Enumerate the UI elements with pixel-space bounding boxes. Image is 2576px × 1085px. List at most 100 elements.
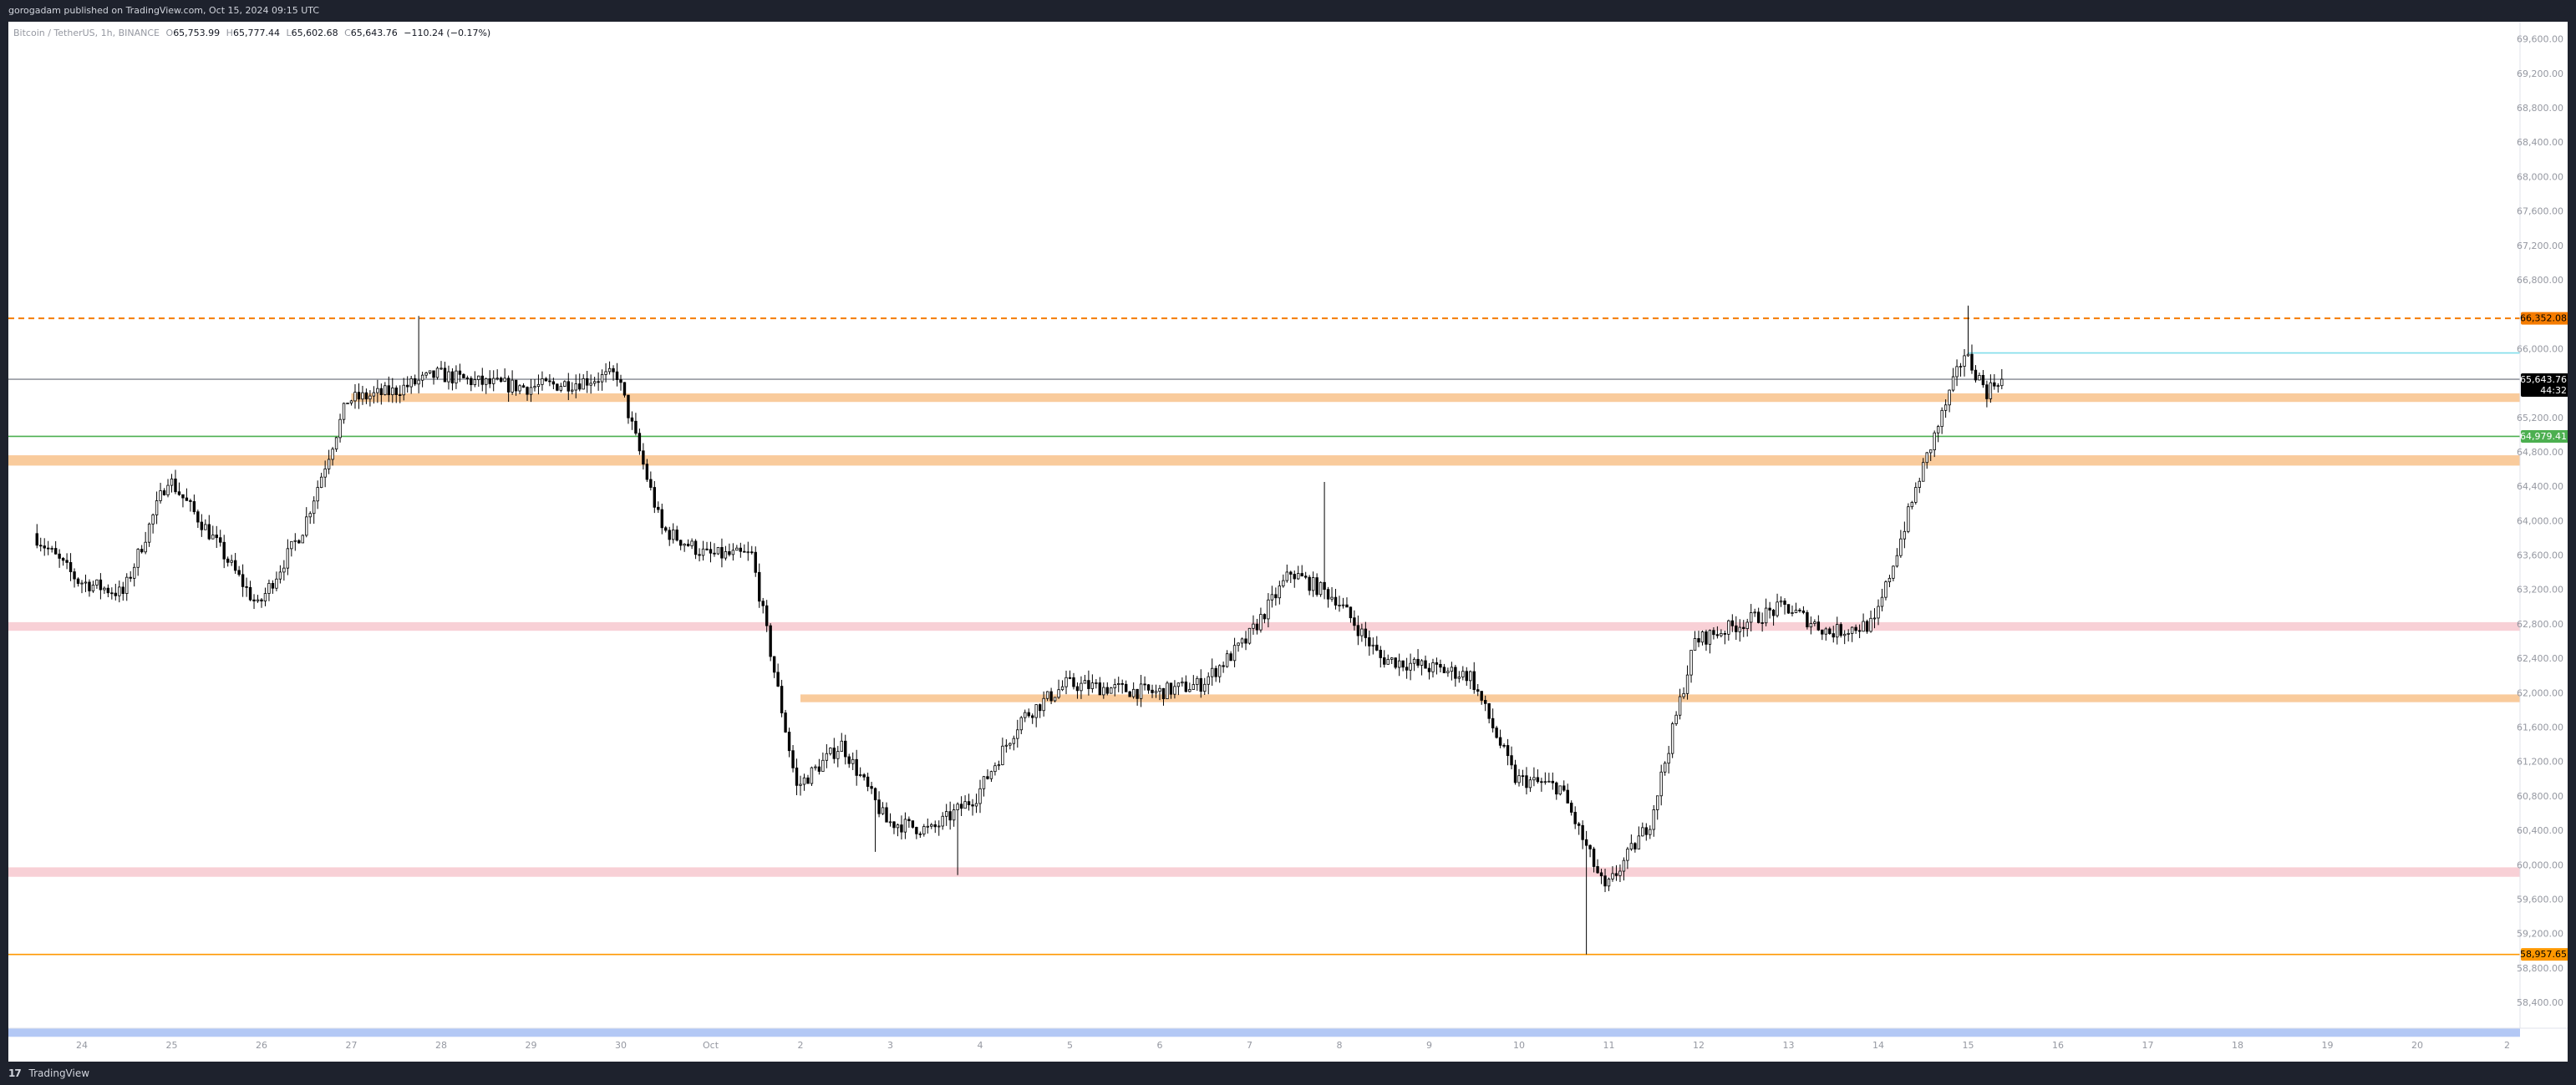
candle — [1237, 642, 1240, 652]
price-chart[interactable]: 69,600.00 69,200.00 68,800.00 68,400.00 68,0… — [8, 22, 2568, 1062]
candle-body — [750, 551, 754, 554]
candle — [521, 383, 526, 388]
candle — [698, 548, 701, 562]
candle — [1001, 738, 1004, 766]
candle — [982, 776, 986, 797]
candle-body — [1027, 712, 1030, 717]
candle — [1809, 616, 1813, 635]
candle — [1884, 580, 1888, 601]
candle — [761, 597, 765, 614]
candle — [462, 373, 465, 379]
candle — [263, 587, 267, 606]
candle-body — [1581, 824, 1584, 840]
candle-body — [402, 384, 405, 396]
candle — [1375, 636, 1379, 652]
candle-body — [1297, 573, 1300, 580]
candle — [1431, 658, 1435, 678]
candle-body — [69, 562, 73, 572]
candle — [1708, 629, 1712, 654]
candle — [888, 813, 892, 827]
candle-body — [1577, 823, 1581, 826]
candle — [511, 370, 514, 395]
candle — [308, 511, 312, 525]
candle-body — [607, 368, 612, 373]
candle-body — [394, 388, 398, 395]
zone-2[interactable] — [8, 621, 2520, 631]
candle-body — [1899, 538, 1903, 556]
candle — [1457, 671, 1461, 683]
candle-body — [181, 494, 185, 499]
candle-body — [1139, 683, 1143, 699]
candle-body — [1278, 586, 1282, 599]
candle — [1270, 586, 1274, 608]
candle-body — [1828, 628, 1832, 634]
candle — [1603, 869, 1607, 893]
candle — [293, 533, 297, 551]
candle — [323, 460, 327, 488]
candle — [600, 369, 604, 391]
candle — [53, 540, 58, 555]
candle-body — [1176, 682, 1181, 687]
zone-3[interactable] — [800, 694, 2520, 702]
candle — [746, 541, 749, 561]
candle-body — [185, 497, 189, 501]
chart-pane[interactable]: 69,600.00 69,200.00 68,800.00 68,400.00 68,0… — [8, 22, 2568, 1062]
candle-body — [1745, 621, 1749, 629]
candle-body — [1907, 506, 1910, 532]
candle — [155, 491, 159, 525]
candle-body — [944, 811, 948, 817]
time-tick-label: 29 — [526, 1040, 537, 1051]
candle — [1723, 630, 1727, 645]
candle-body — [1379, 650, 1382, 658]
candle-body — [1693, 638, 1697, 651]
zone-0[interactable] — [351, 393, 2521, 403]
candle-body — [1697, 638, 1700, 643]
candle — [1573, 806, 1577, 829]
candle — [1469, 670, 1472, 689]
candle — [1083, 675, 1087, 684]
candle — [1439, 659, 1442, 672]
candle-body — [1255, 623, 1259, 631]
candle-body — [106, 587, 110, 594]
zone-1[interactable] — [8, 455, 2520, 466]
candle-body — [735, 547, 739, 551]
time-tick-label: 12 — [1693, 1040, 1705, 1051]
candle — [678, 540, 683, 550]
brand-text[interactable]: TradingView — [28, 1067, 90, 1079]
candle — [46, 540, 50, 555]
candle-body — [1872, 617, 1877, 620]
candle — [959, 796, 963, 816]
candle — [526, 386, 529, 401]
candle-body — [1603, 875, 1607, 887]
time-tick-label: 7 — [1247, 1040, 1252, 1051]
candle — [1075, 682, 1080, 699]
candle — [735, 545, 739, 551]
candle-body — [1487, 702, 1491, 719]
candle — [1024, 709, 1027, 722]
tradingview-logo-icon[interactable]: 17 — [8, 1067, 22, 1079]
candle-body — [293, 540, 297, 542]
candle-body — [1735, 625, 1738, 632]
candle-body — [592, 381, 597, 384]
candle — [1682, 687, 1685, 699]
candle — [1480, 691, 1483, 705]
candle-body — [1472, 671, 1476, 691]
candle-body — [885, 807, 888, 823]
candle — [930, 823, 933, 829]
candle-body — [1715, 634, 1720, 636]
candle-body — [933, 824, 937, 828]
candle-body — [1629, 843, 1633, 849]
candle — [1166, 681, 1169, 700]
candle — [379, 383, 384, 405]
candle — [1259, 607, 1263, 633]
footer-bar: 17 TradingView — [0, 1062, 2576, 1085]
zone-5[interactable] — [8, 1028, 2520, 1037]
candle — [1659, 764, 1663, 806]
candle — [772, 656, 776, 678]
candle-body — [1270, 594, 1274, 601]
candle-body — [597, 381, 600, 383]
candle — [1933, 430, 1936, 458]
zone-4[interactable] — [8, 867, 2520, 877]
candle — [222, 535, 226, 569]
